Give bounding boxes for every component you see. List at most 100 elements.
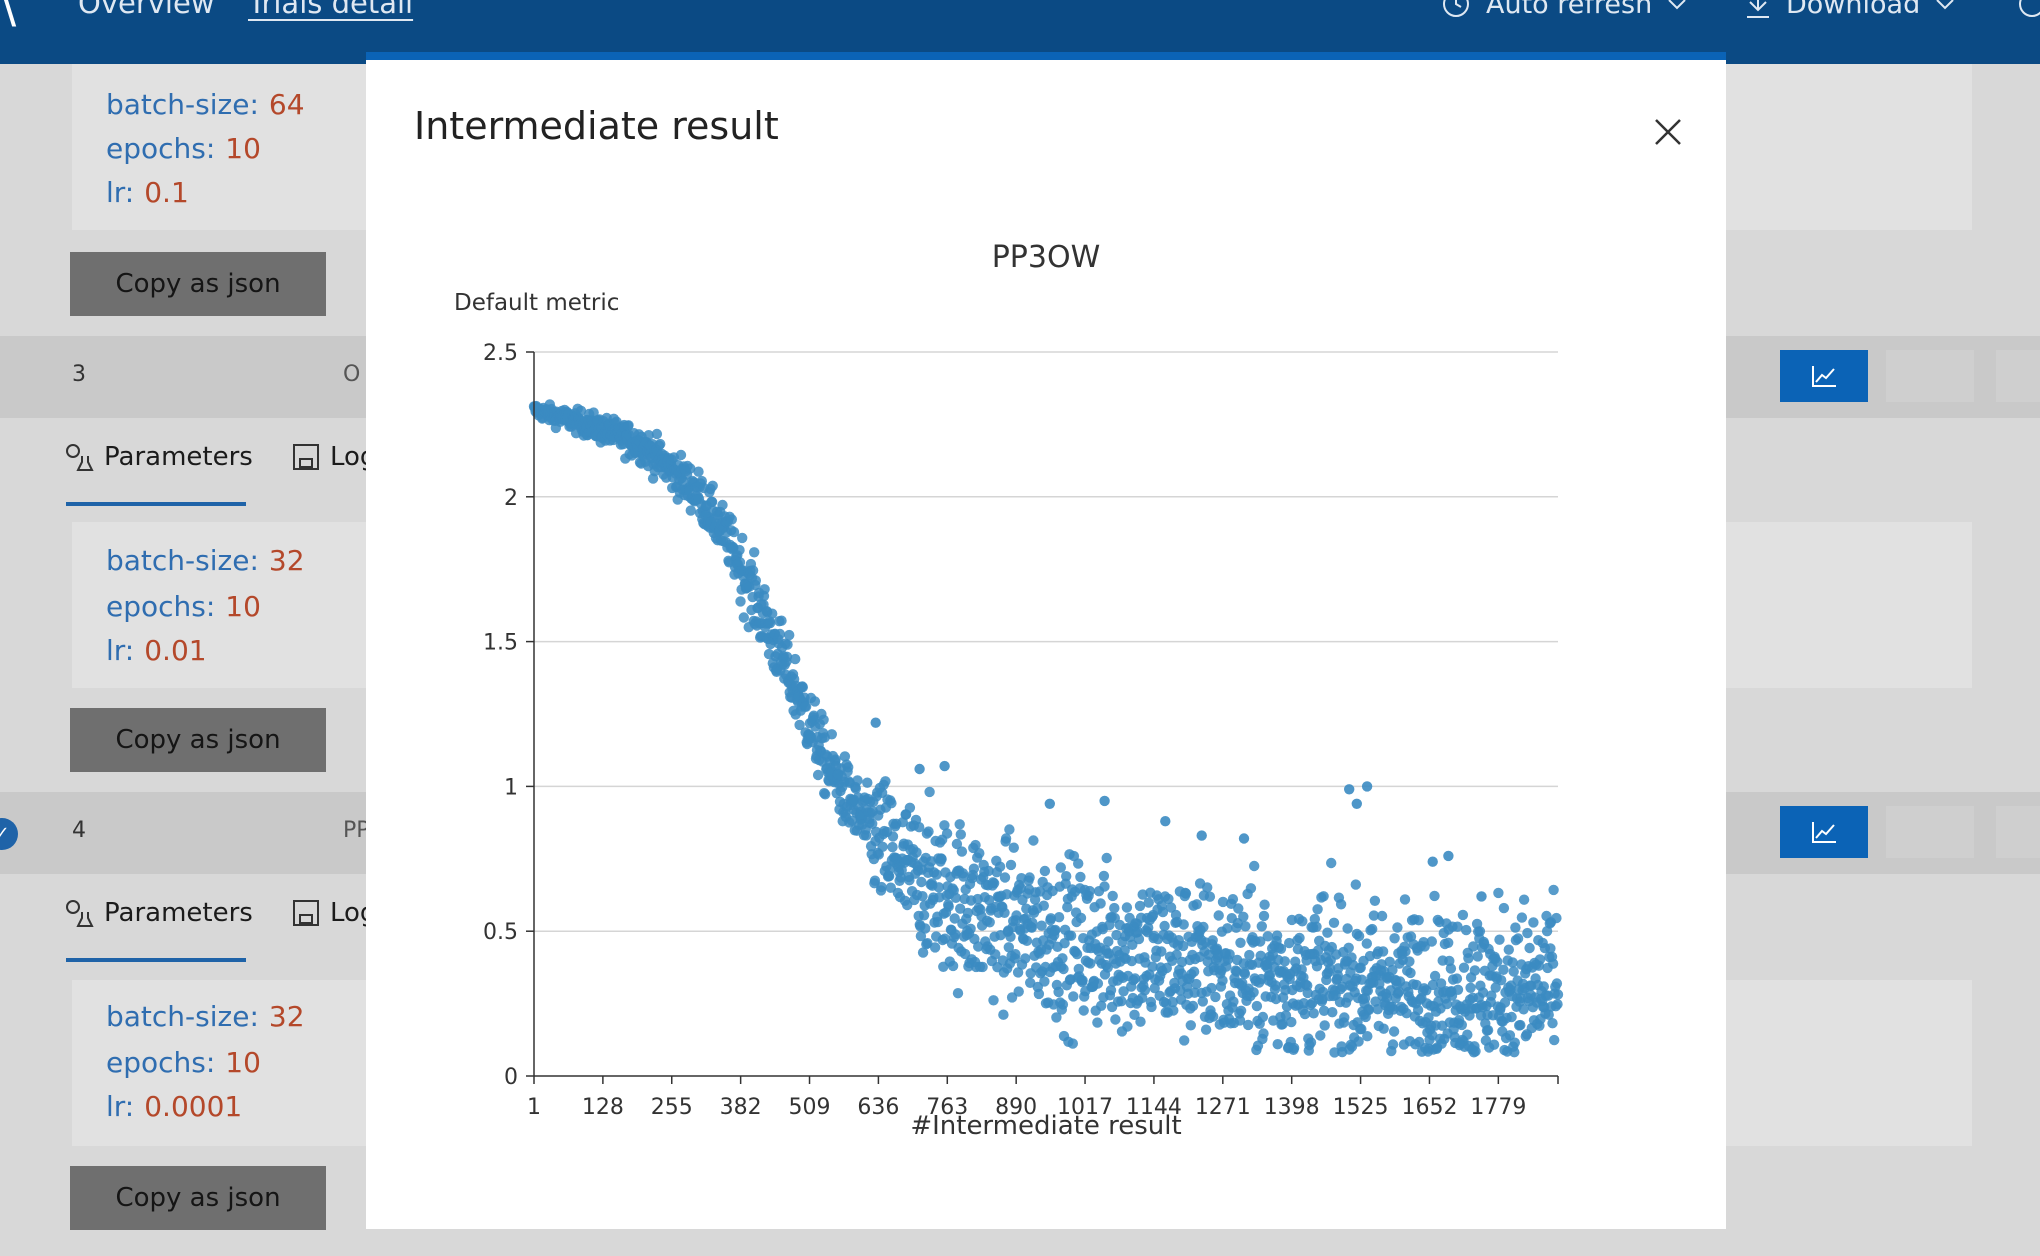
app-logo[interactable]: \ — [0, 0, 17, 34]
chevron-down-icon — [1668, 0, 1686, 10]
auto-refresh-menu[interactable]: Auto refresh — [1440, 0, 1688, 20]
selected-check-icon[interactable]: ✓ — [0, 818, 18, 850]
data-point — [1361, 938, 1372, 949]
data-point — [1110, 1014, 1121, 1025]
data-point — [1275, 943, 1287, 954]
data-point — [862, 777, 873, 788]
param-key: epochs: — [106, 590, 216, 623]
data-point — [1058, 963, 1069, 975]
data-point — [923, 826, 934, 837]
kill-trial-button[interactable] — [1886, 806, 1974, 858]
param-key: lr: — [106, 176, 135, 209]
copy-as-json-button[interactable]: Copy as json — [70, 708, 326, 772]
data-point — [924, 786, 935, 798]
copy-as-json-button[interactable]: Copy as json — [70, 252, 326, 316]
close-icon — [1655, 119, 1681, 145]
data-point — [1179, 1035, 1190, 1046]
data-point — [1075, 871, 1086, 883]
auto-refresh-label: Auto refresh — [1486, 0, 1653, 20]
data-point — [1197, 996, 1208, 1007]
intermediate-result-button[interactable] — [1780, 350, 1868, 402]
data-point — [1534, 954, 1546, 965]
data-point — [954, 819, 965, 830]
data-point — [958, 871, 969, 882]
data-point — [782, 639, 793, 650]
tab-log[interactable]: Log — [292, 898, 376, 928]
data-point — [1284, 937, 1295, 949]
data-point — [706, 496, 718, 508]
data-point — [728, 526, 740, 538]
data-point — [1503, 944, 1515, 955]
data-point — [884, 864, 895, 875]
data-point — [977, 961, 988, 973]
chart-points — [528, 399, 1564, 1058]
data-point — [1492, 956, 1503, 967]
data-point — [1356, 974, 1367, 985]
data-point — [1351, 798, 1362, 809]
data-point — [1102, 962, 1113, 973]
param-batch-size: batch-size: 64 — [106, 88, 305, 121]
data-point — [1156, 946, 1167, 957]
data-point — [1368, 910, 1380, 921]
help-menu[interactable] — [2016, 0, 2040, 20]
data-point — [575, 405, 587, 416]
data-point — [869, 875, 881, 886]
close-button[interactable] — [1648, 112, 1688, 152]
refresh-clock-icon — [1443, 0, 1469, 17]
data-point — [1012, 967, 1024, 978]
data-point — [1413, 915, 1424, 926]
data-point — [1388, 1026, 1400, 1037]
x-tick-label: 890 — [995, 1095, 1037, 1120]
data-point — [1510, 922, 1521, 933]
data-point — [1206, 982, 1217, 994]
data-point — [1101, 852, 1112, 864]
copy-as-json-button[interactable]: Copy as json — [70, 1166, 326, 1230]
data-point — [1121, 902, 1133, 913]
tab-log[interactable]: Log — [292, 442, 376, 472]
data-point — [998, 1009, 1009, 1020]
param-epochs: epochs: 10 — [106, 132, 261, 165]
data-point — [734, 544, 745, 556]
data-point — [1027, 917, 1038, 928]
chart-gridlines — [534, 351, 1558, 932]
data-point — [1443, 937, 1454, 948]
tab-label: Parameters — [104, 442, 253, 472]
data-point — [1524, 942, 1535, 954]
nav-trials-detail[interactable]: Trials detail — [248, 0, 414, 20]
delete-trial-button[interactable] — [1996, 806, 2040, 858]
data-point — [717, 499, 728, 511]
data-point — [1134, 900, 1146, 912]
data-point — [1185, 1020, 1196, 1031]
download-menu[interactable]: Download — [1744, 0, 1956, 20]
data-point — [1350, 879, 1361, 890]
clock-icon — [2019, 0, 2040, 17]
data-point — [1259, 899, 1270, 910]
data-point — [1476, 891, 1487, 902]
data-point — [1452, 921, 1463, 932]
data-point — [1262, 931, 1273, 942]
data-point — [1045, 913, 1057, 924]
data-point — [1008, 842, 1019, 853]
data-point — [784, 629, 795, 641]
data-point — [949, 913, 960, 924]
data-point — [1178, 940, 1189, 952]
data-point — [1157, 906, 1169, 918]
data-point — [1427, 979, 1439, 991]
delete-trial-button[interactable] — [1996, 350, 2040, 402]
intermediate-result-button[interactable] — [1780, 806, 1868, 858]
tab-parameters[interactable]: Parameters — [64, 442, 253, 472]
data-point — [738, 612, 749, 623]
data-point — [818, 714, 829, 725]
data-point — [1498, 902, 1510, 914]
data-point — [1168, 1005, 1179, 1016]
tab-parameters[interactable]: Parameters — [64, 898, 253, 928]
data-point — [1243, 1019, 1254, 1031]
data-point — [911, 847, 922, 858]
data-point — [1248, 987, 1259, 998]
nav-overview[interactable]: Overview — [78, 0, 215, 20]
data-point — [965, 923, 976, 934]
data-point — [1196, 830, 1207, 841]
kill-trial-button[interactable] — [1886, 350, 1974, 402]
data-point — [990, 949, 1001, 960]
data-point — [1233, 903, 1244, 914]
